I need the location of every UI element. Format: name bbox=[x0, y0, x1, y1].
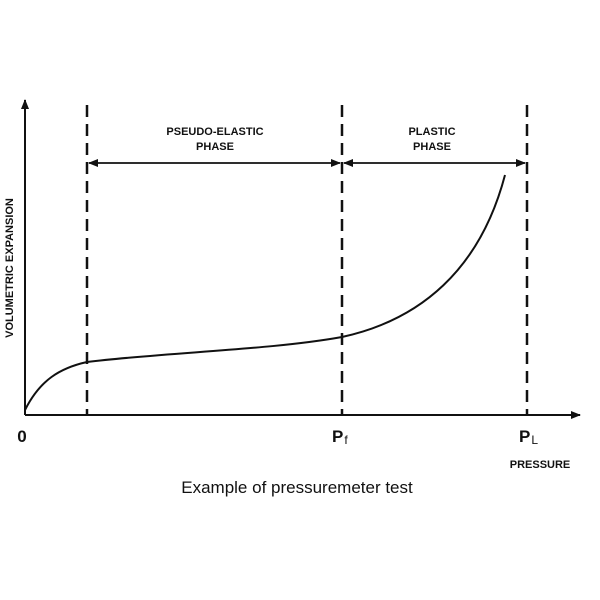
pseudo-elastic-label-line1: PSEUDO-ELASTIC bbox=[166, 126, 263, 138]
pf-marker-sub: f bbox=[344, 433, 348, 447]
pl-marker-main: P bbox=[519, 427, 530, 446]
pf-marker-main: P bbox=[332, 427, 343, 446]
figure-caption: Example of pressuremeter test bbox=[181, 478, 413, 497]
plastic-label-line1: PLASTIC bbox=[408, 126, 455, 138]
pl-marker-label: PL bbox=[519, 427, 538, 447]
pl-marker-sub: L bbox=[531, 433, 538, 447]
x-axis-label: PRESSURE bbox=[510, 459, 571, 471]
y-axis-label: VOLUMETRIC EXPANSION bbox=[4, 198, 16, 338]
pf-marker-label: Pf bbox=[332, 427, 348, 447]
pressuremeter-curve bbox=[24, 174, 506, 411]
plastic-label-line2: PHASE bbox=[413, 141, 451, 153]
origin-label: 0 bbox=[17, 427, 26, 446]
pseudo-elastic-label-line2: PHASE bbox=[196, 141, 234, 153]
